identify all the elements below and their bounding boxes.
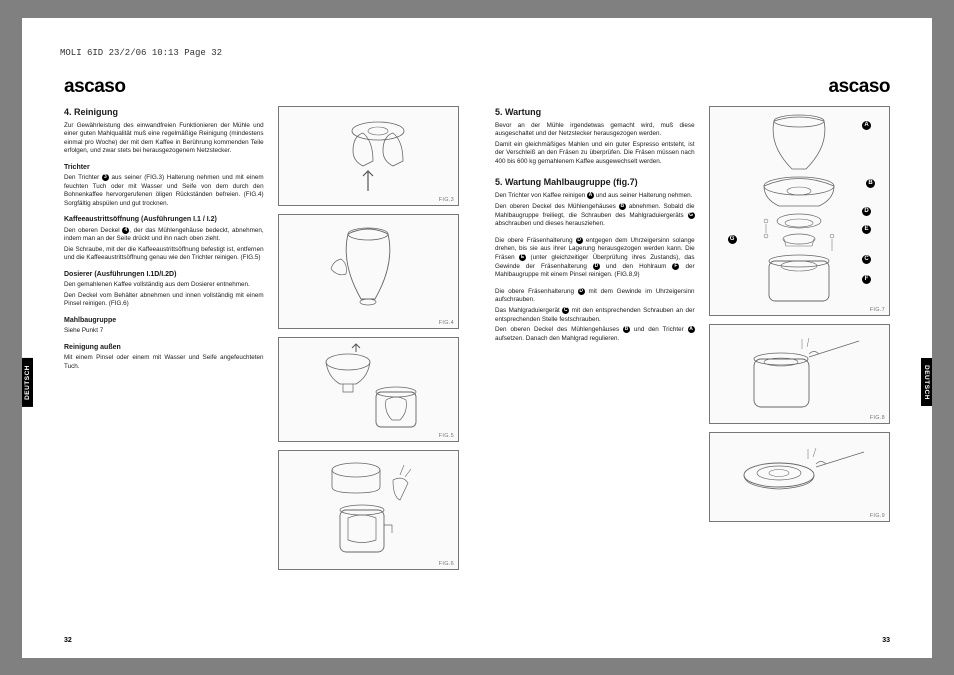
fig7-label-e: E bbox=[862, 225, 871, 234]
fig7-label-a: A bbox=[862, 121, 871, 130]
brand-logo-left: ascaso bbox=[64, 76, 459, 98]
fig6-illustration bbox=[308, 455, 428, 565]
callout-e-icon: E bbox=[519, 254, 526, 261]
fig7-label: FIG.7 bbox=[870, 307, 885, 313]
fig7-label-d: D bbox=[862, 207, 871, 216]
fig3-illustration bbox=[313, 111, 423, 201]
callout-a2-icon: A bbox=[688, 326, 695, 333]
mahlbau-p6: Die obere Fräsenhalterung D mit dem Gewi… bbox=[495, 288, 695, 305]
figure-9: FIG.9 bbox=[709, 432, 890, 522]
fig3-label: FIG.3 bbox=[439, 197, 454, 203]
section-4-intro: Zur Gewährleistung des einwandfreien Fun… bbox=[64, 122, 264, 156]
outlet-heading: Kaffeeaustrittsöffnung (Ausführungen I.1… bbox=[64, 215, 264, 224]
page-spread: ascaso 4. Reinigung Zur Gewährleistung d… bbox=[64, 76, 890, 638]
left-page: ascaso 4. Reinigung Zur Gewährleistung d… bbox=[64, 76, 459, 638]
print-marks: MOLI 6ID 23/2/06 10:13 Page 32 bbox=[60, 48, 890, 58]
callout-b-icon: B bbox=[619, 203, 626, 210]
section-5-heading: 5. Wartung bbox=[495, 106, 695, 118]
outside-text: Mit einem Pinsel oder einem mit Wasser u… bbox=[64, 354, 264, 371]
outside-heading: Reinigung außen bbox=[64, 343, 264, 352]
page-number-left: 32 bbox=[64, 637, 72, 644]
wartung-p2: Damit ein gleichmäßiges Mahlen und ein g… bbox=[495, 141, 695, 167]
fig6-label: FIG.6 bbox=[439, 561, 454, 567]
mahlbau-heading: Mahlbaugruppe bbox=[64, 316, 264, 325]
fig7-label-b: B bbox=[866, 179, 875, 188]
figure-4: FIG.4 bbox=[278, 214, 459, 329]
figure-3: FIG.3 bbox=[278, 106, 459, 206]
left-text-column: 4. Reinigung Zur Gewährleistung des einw… bbox=[64, 106, 264, 638]
outlet-text-1: Den oberen Deckel 4, der das Mühlengehäu… bbox=[64, 227, 264, 244]
outlet-text-2: Die Schraube, mit der die Kaffeeaustritt… bbox=[64, 246, 264, 263]
fig8-illustration bbox=[724, 329, 874, 419]
section-4-heading: 4. Reinigung bbox=[64, 106, 264, 118]
fig7-label-f: F bbox=[862, 275, 871, 284]
trichter-text: Den Trichter 3 aus seiner (FIG.3) Halter… bbox=[64, 174, 264, 208]
fig4-label: FIG.4 bbox=[439, 320, 454, 326]
figure-7: A B D E C F G FIG.7 bbox=[709, 106, 890, 316]
callout-d3-icon: D bbox=[578, 288, 585, 295]
fig7-label-c: C bbox=[862, 255, 871, 264]
doser-text-2: Den Deckel vom Behälter abnehmen und inn… bbox=[64, 292, 264, 309]
callout-a-icon: A bbox=[587, 192, 594, 199]
brand-logo-right: ascaso bbox=[495, 76, 890, 98]
section-5b-heading: 5. Wartung Mahlbaugruppe (fig.7) bbox=[495, 176, 695, 188]
callout-d-icon: D bbox=[576, 237, 583, 244]
callout-b2-icon: B bbox=[623, 326, 630, 333]
fig5-label: FIG.5 bbox=[439, 433, 454, 439]
left-image-column: FIG.3 FIG.4 bbox=[278, 106, 459, 638]
wartung-p1: Bevor an der Mühle irgendetwas gemacht w… bbox=[495, 122, 695, 139]
right-text-column: 5. Wartung Bevor an der Mühle irgendetwa… bbox=[495, 106, 695, 638]
fig5-illustration bbox=[308, 342, 428, 437]
fig7-label-g: G bbox=[728, 235, 737, 244]
trichter-heading: Trichter bbox=[64, 163, 264, 172]
mahlbau-p5: Die obere Fräsenhalterung D entgegen dem… bbox=[495, 237, 695, 280]
figure-6: FIG.6 bbox=[278, 450, 459, 570]
page-number-right: 33 bbox=[882, 637, 890, 644]
right-page: ascaso 5. Wartung Bevor an der Mühle irg… bbox=[495, 76, 890, 638]
figure-5: FIG.5 bbox=[278, 337, 459, 442]
mahlbau-p7: Das Mahlgraduiergerät C mit den entsprec… bbox=[495, 307, 695, 324]
doser-heading: Dosierer (Ausführungen I.1D/I.2D) bbox=[64, 270, 264, 279]
callout-g-icon: G bbox=[688, 212, 695, 219]
language-tab-left: DEUTSCH bbox=[22, 358, 33, 407]
mahlbau-p3: Den Trichter von Kaffee reinigen A und a… bbox=[495, 192, 695, 201]
right-image-column: A B D E C F G FIG.7 bbox=[709, 106, 890, 638]
language-tab-right: DEUTSCH bbox=[921, 358, 932, 407]
figure-8: FIG.8 bbox=[709, 324, 890, 424]
fig9-label: FIG.9 bbox=[870, 513, 885, 519]
right-columns: 5. Wartung Bevor an der Mühle irgendetwa… bbox=[495, 106, 890, 638]
mahlbau-p8: Den oberen Deckel des Mühlengehäuses B u… bbox=[495, 326, 695, 343]
manual-spread: MOLI 6ID 23/2/06 10:13 Page 32 DEUTSCH D… bbox=[22, 18, 932, 658]
fig8-label: FIG.8 bbox=[870, 415, 885, 421]
fig9-illustration bbox=[724, 437, 874, 517]
mahlbau-text: Siehe Punkt 7 bbox=[64, 327, 264, 336]
mahlbau-p4: Den oberen Deckel des Mühlengehäuses B a… bbox=[495, 203, 695, 229]
doser-text-1: Den gemahlenen Kaffee vollständig aus de… bbox=[64, 281, 264, 290]
callout-d2-icon: D bbox=[593, 263, 600, 270]
fig7-illustration bbox=[724, 111, 874, 311]
left-columns: 4. Reinigung Zur Gewährleistung des einw… bbox=[64, 106, 459, 638]
callout-3-icon: 3 bbox=[102, 174, 109, 181]
fig4-illustration bbox=[313, 219, 423, 324]
